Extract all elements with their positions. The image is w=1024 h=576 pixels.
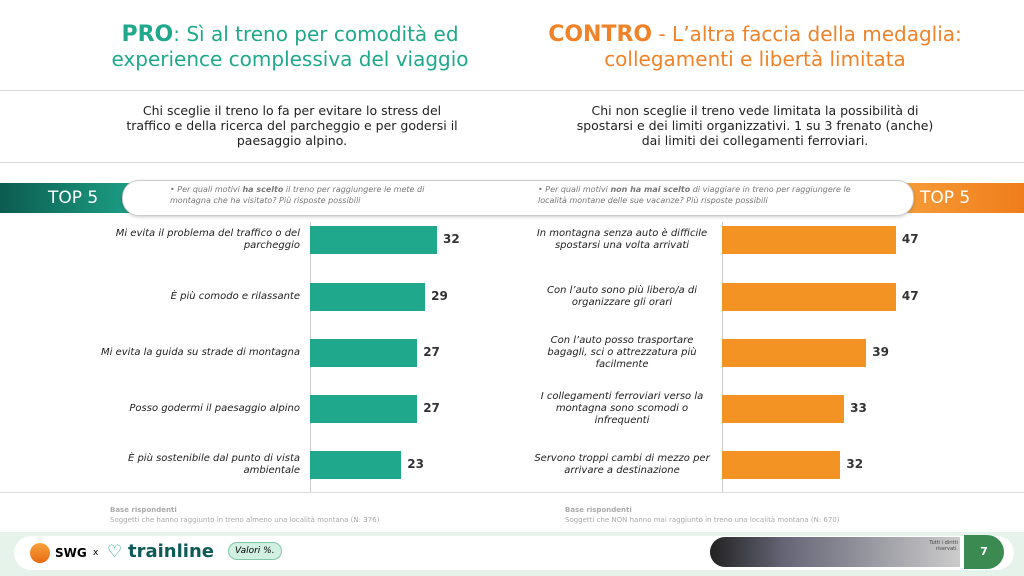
badge: TOP 5: [48, 188, 99, 208]
base: Base rispondenti Soggetti che NON hanno m…: [565, 505, 840, 525]
pro-description: Chi sceglie il treno lo fa per evitare l…: [126, 103, 458, 148]
category-label: In montagna senza auto è difficile spost…: [536, 228, 708, 251]
divider: [0, 162, 1024, 163]
base-text: Soggetti che hanno raggiunto in treno al…: [110, 516, 380, 524]
bar: [310, 283, 426, 311]
q-bold: ha scelto: [242, 185, 284, 194]
value-label: 29: [431, 289, 448, 303]
contro-description: Chi non sceglie il treno vede limitata l…: [576, 103, 934, 148]
divider: [0, 90, 1024, 91]
pro-title: : Sì al treno per comodità ed experience…: [111, 22, 469, 71]
trainline: trainline: [128, 541, 214, 562]
q-text: il treno per raggiungere le mete di mont…: [170, 185, 425, 205]
train-image: [710, 537, 960, 567]
trainline-logo: ♡: [107, 542, 123, 562]
category-label: Con l’auto sono più libero/a di organizz…: [547, 285, 697, 308]
category-label: Servono troppi cambi di mezzo per arriva…: [534, 453, 710, 476]
bar: [722, 395, 845, 423]
bar: [310, 339, 418, 367]
bar: [722, 283, 896, 311]
base-text: Soggetti che NON hanno mai raggiunto in …: [565, 516, 840, 524]
contro-header: CONTRO - L’altra faccia della medaglia: …: [535, 22, 975, 71]
category-label: I collegamenti ferroviari verso la monta…: [540, 391, 704, 426]
swg-logo: [30, 543, 50, 563]
category-label: Con l’auto posso trasportare bagagli, sc…: [547, 335, 697, 370]
q-bold: non ha mai scelto: [610, 185, 691, 194]
category-label: È più comodo e rilassante: [170, 291, 300, 302]
x: x: [93, 548, 99, 558]
pro-keyword: PRO: [121, 22, 174, 47]
category-label: È più sostenibile dal punto di vista amb…: [127, 453, 300, 476]
bar: [722, 226, 896, 254]
value-label: 47: [901, 289, 919, 303]
question-box: [122, 180, 914, 216]
bar: [722, 339, 867, 367]
q-text: Per quali motivi: [545, 185, 611, 194]
value-label: 32: [443, 232, 460, 246]
question: • Per quali motivi ha scelto il treno pe…: [170, 185, 425, 205]
swg: SWG: [55, 546, 87, 560]
q-text: Per quali motivi: [177, 185, 243, 194]
rights: Tutti i diritti riservati.: [929, 540, 958, 552]
values-note: Valori %.: [228, 542, 282, 560]
pro-header: PRO: Sì al treno per comodità ed experie…: [70, 22, 510, 71]
bar: [722, 451, 841, 479]
value-label: 39: [872, 345, 889, 359]
bar: [310, 395, 418, 423]
value-label: 27: [423, 401, 440, 415]
value-label: 27: [423, 345, 440, 359]
bar: [310, 451, 402, 479]
divider: [0, 492, 1024, 493]
base-title: Base rispondenti: [565, 506, 632, 514]
base-title: Base rispondenti: [110, 506, 177, 514]
badge: TOP 5: [920, 188, 971, 208]
value-label: 47: [901, 232, 919, 246]
contro-title: - L’altra faccia della medaglia: collega…: [604, 22, 962, 71]
category-label: Posso godermi il paesaggio alpino: [129, 403, 300, 414]
question: • Per quali motivi non ha mai scelto di …: [538, 185, 851, 205]
category-label: Mi evita il problema del traffico o del …: [115, 228, 300, 251]
bar: [310, 226, 438, 254]
value-label: 32: [846, 457, 864, 471]
value-label: 23: [407, 457, 424, 471]
value-label: 33: [850, 401, 867, 415]
q-text: di viaggiare in treno per raggiungere le…: [538, 185, 851, 205]
page-number: 7: [964, 535, 1004, 569]
category-label: Mi evita la guida su strade di montagna: [100, 347, 300, 358]
base: Base rispondenti Soggetti che hanno raggi…: [110, 505, 379, 525]
contro-keyword: CONTRO: [548, 22, 653, 47]
